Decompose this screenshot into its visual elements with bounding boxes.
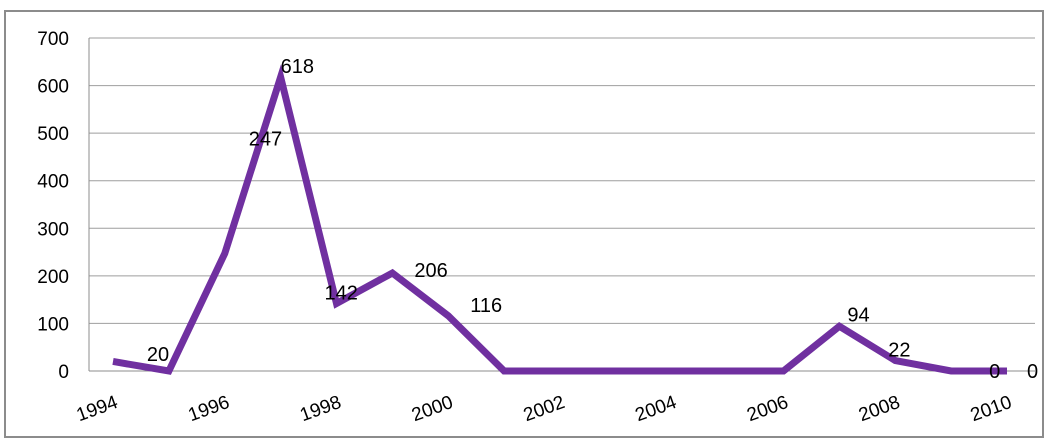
x-tick-label: 2000	[409, 392, 456, 426]
y-tick-label: 0	[58, 362, 69, 383]
x-tick-label: 2008	[856, 392, 903, 426]
y-tick-label: 600	[37, 77, 69, 98]
x-tick-label: 2010	[968, 392, 1015, 426]
data-label: 94	[847, 304, 869, 326]
y-tick-label: 500	[37, 124, 69, 145]
x-tick-label: 1994	[74, 392, 121, 426]
y-tick-label: 100	[37, 314, 69, 335]
data-label: 0	[1027, 361, 1038, 383]
y-tick-label: 700	[37, 29, 69, 50]
data-label: 247	[249, 128, 282, 150]
x-tick-label: 1996	[186, 392, 233, 426]
x-tick-label: 2002	[521, 392, 568, 426]
x-tick-label: 2004	[633, 392, 680, 426]
x-tick-label: 2006	[744, 392, 791, 426]
chart-frame	[4, 10, 1044, 438]
y-tick-label: 400	[37, 172, 69, 193]
y-tick-label: 200	[37, 267, 69, 288]
y-tick-label: 300	[37, 219, 69, 240]
data-label: 142	[325, 282, 358, 304]
data-label: 20	[147, 344, 169, 366]
x-tick-label: 1998	[297, 392, 344, 426]
series-line	[112, 64, 1007, 375]
data-label: 618	[281, 56, 314, 78]
data-label: 22	[888, 340, 910, 362]
data-label: 206	[414, 260, 447, 282]
data-label: 0	[989, 361, 1000, 383]
data-label: 116	[470, 295, 502, 317]
